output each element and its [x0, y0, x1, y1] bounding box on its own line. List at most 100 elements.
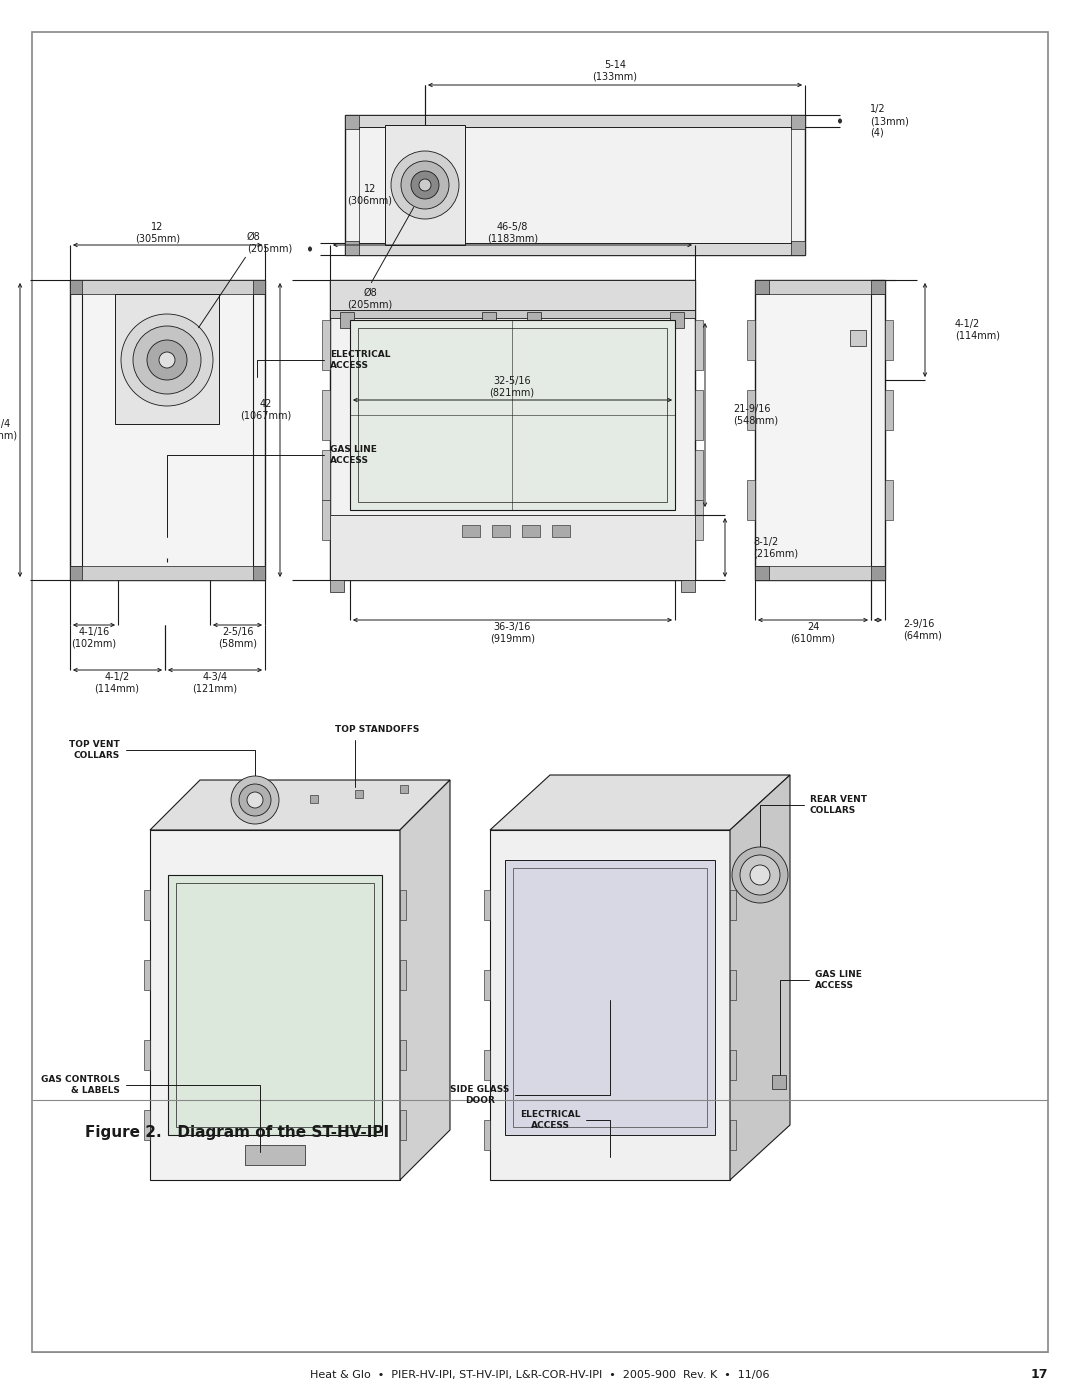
Text: 12
(306mm): 12 (306mm): [348, 184, 392, 205]
Text: REAR VENT
COLLARS: REAR VENT COLLARS: [760, 795, 867, 872]
Bar: [482, 312, 496, 328]
Polygon shape: [150, 830, 400, 1180]
Circle shape: [816, 570, 824, 578]
Polygon shape: [490, 775, 789, 830]
Circle shape: [740, 855, 780, 895]
Circle shape: [732, 847, 788, 902]
Bar: [245, 1146, 305, 1165]
Text: 34-3/4
(882mm): 34-3/4 (882mm): [0, 419, 17, 441]
Text: Heat & Glo  •  PIER-HV-IPI, ST-HV-IPI, L&R-COR-HV-IPI  •  2005-900  Rev. K  •  1: Heat & Glo • PIER-HV-IPI, ST-HV-IPI, L&R…: [310, 1370, 770, 1380]
Circle shape: [162, 567, 172, 577]
Circle shape: [411, 170, 438, 198]
Bar: [322, 450, 330, 500]
Text: 32-5/16
(821mm): 32-5/16 (821mm): [489, 376, 535, 398]
Text: TOP VENT
COLLARS: TOP VENT COLLARS: [69, 740, 255, 798]
Bar: [522, 525, 540, 536]
Text: ELECTRICAL
ACCESS: ELECTRICAL ACCESS: [519, 1111, 610, 1157]
Bar: [747, 320, 755, 360]
Bar: [144, 1039, 150, 1070]
Text: 2-5/16
(58mm): 2-5/16 (58mm): [218, 627, 257, 648]
Bar: [330, 279, 696, 580]
Bar: [755, 566, 769, 580]
Bar: [322, 500, 330, 541]
Bar: [730, 970, 735, 1000]
Text: 4-1/2
(114mm): 4-1/2 (114mm): [955, 319, 1000, 341]
Polygon shape: [150, 780, 450, 830]
Circle shape: [419, 179, 431, 191]
Bar: [345, 242, 359, 256]
Text: 1/2
(13mm)
(4): 1/2 (13mm) (4): [870, 105, 909, 137]
Circle shape: [121, 314, 213, 407]
Text: SIDE GLASS
DOOR: SIDE GLASS DOOR: [450, 1000, 610, 1105]
Bar: [353, 243, 797, 256]
Text: 8-1/2
(216mm): 8-1/2 (216mm): [753, 536, 798, 559]
Bar: [670, 312, 684, 328]
Text: ELECTRICAL
ACCESS: ELECTRICAL ACCESS: [257, 351, 391, 377]
Bar: [791, 242, 805, 256]
Bar: [400, 960, 406, 990]
Bar: [696, 320, 703, 370]
Bar: [885, 390, 893, 430]
Bar: [70, 279, 265, 580]
Bar: [772, 1076, 786, 1090]
Bar: [345, 115, 805, 256]
Bar: [340, 312, 354, 328]
Bar: [322, 390, 330, 440]
Polygon shape: [400, 780, 450, 1180]
Text: 24
(610mm): 24 (610mm): [791, 622, 836, 644]
Bar: [359, 127, 791, 243]
Circle shape: [391, 151, 459, 219]
Bar: [144, 890, 150, 921]
Bar: [885, 320, 893, 360]
Text: GAS LINE
ACCESS: GAS LINE ACCESS: [780, 971, 862, 1080]
Circle shape: [750, 865, 770, 886]
Text: GAS CONTROLS
& LABELS: GAS CONTROLS & LABELS: [41, 1076, 260, 1153]
Circle shape: [147, 339, 187, 380]
Text: 5-14
(133mm): 5-14 (133mm): [593, 60, 637, 82]
Text: 46-5/8
(1183mm): 46-5/8 (1183mm): [487, 222, 538, 244]
Bar: [730, 1120, 735, 1150]
Bar: [747, 390, 755, 430]
Bar: [484, 1120, 490, 1150]
Text: 2-9/16
(64mm): 2-9/16 (64mm): [903, 619, 942, 641]
Bar: [681, 580, 696, 592]
Bar: [330, 580, 345, 592]
Bar: [70, 279, 265, 293]
Text: Ø8
(205mm): Ø8 (205mm): [247, 232, 293, 254]
Circle shape: [401, 161, 449, 210]
Bar: [322, 320, 330, 370]
Text: 36-3/16
(919mm): 36-3/16 (919mm): [490, 622, 535, 644]
Text: 21-9/16
(548mm): 21-9/16 (548mm): [733, 404, 778, 426]
Bar: [70, 566, 82, 580]
Bar: [330, 279, 696, 310]
Bar: [484, 1051, 490, 1080]
Bar: [253, 566, 265, 580]
Bar: [484, 890, 490, 921]
Bar: [755, 566, 885, 580]
Bar: [384, 124, 465, 244]
Bar: [144, 1111, 150, 1140]
Bar: [850, 330, 866, 346]
Bar: [330, 515, 696, 580]
Bar: [696, 500, 703, 541]
Bar: [400, 1039, 406, 1070]
Text: 17: 17: [1030, 1369, 1048, 1382]
Bar: [70, 279, 82, 293]
Bar: [310, 795, 318, 803]
Bar: [144, 960, 150, 990]
Bar: [492, 525, 510, 536]
Bar: [791, 115, 805, 129]
Bar: [176, 883, 374, 1127]
Bar: [747, 481, 755, 520]
Text: TOP STANDOFFS: TOP STANDOFFS: [335, 725, 419, 788]
Bar: [353, 115, 797, 127]
Bar: [730, 890, 735, 921]
Bar: [505, 861, 715, 1134]
Bar: [345, 115, 359, 129]
Text: 4-1/16
(102mm): 4-1/16 (102mm): [71, 627, 117, 648]
Text: 4-3/4
(121mm): 4-3/4 (121mm): [192, 672, 238, 694]
Bar: [696, 390, 703, 440]
Bar: [400, 785, 408, 793]
Text: Ø8
(205mm): Ø8 (205mm): [348, 288, 393, 310]
Bar: [114, 293, 219, 425]
